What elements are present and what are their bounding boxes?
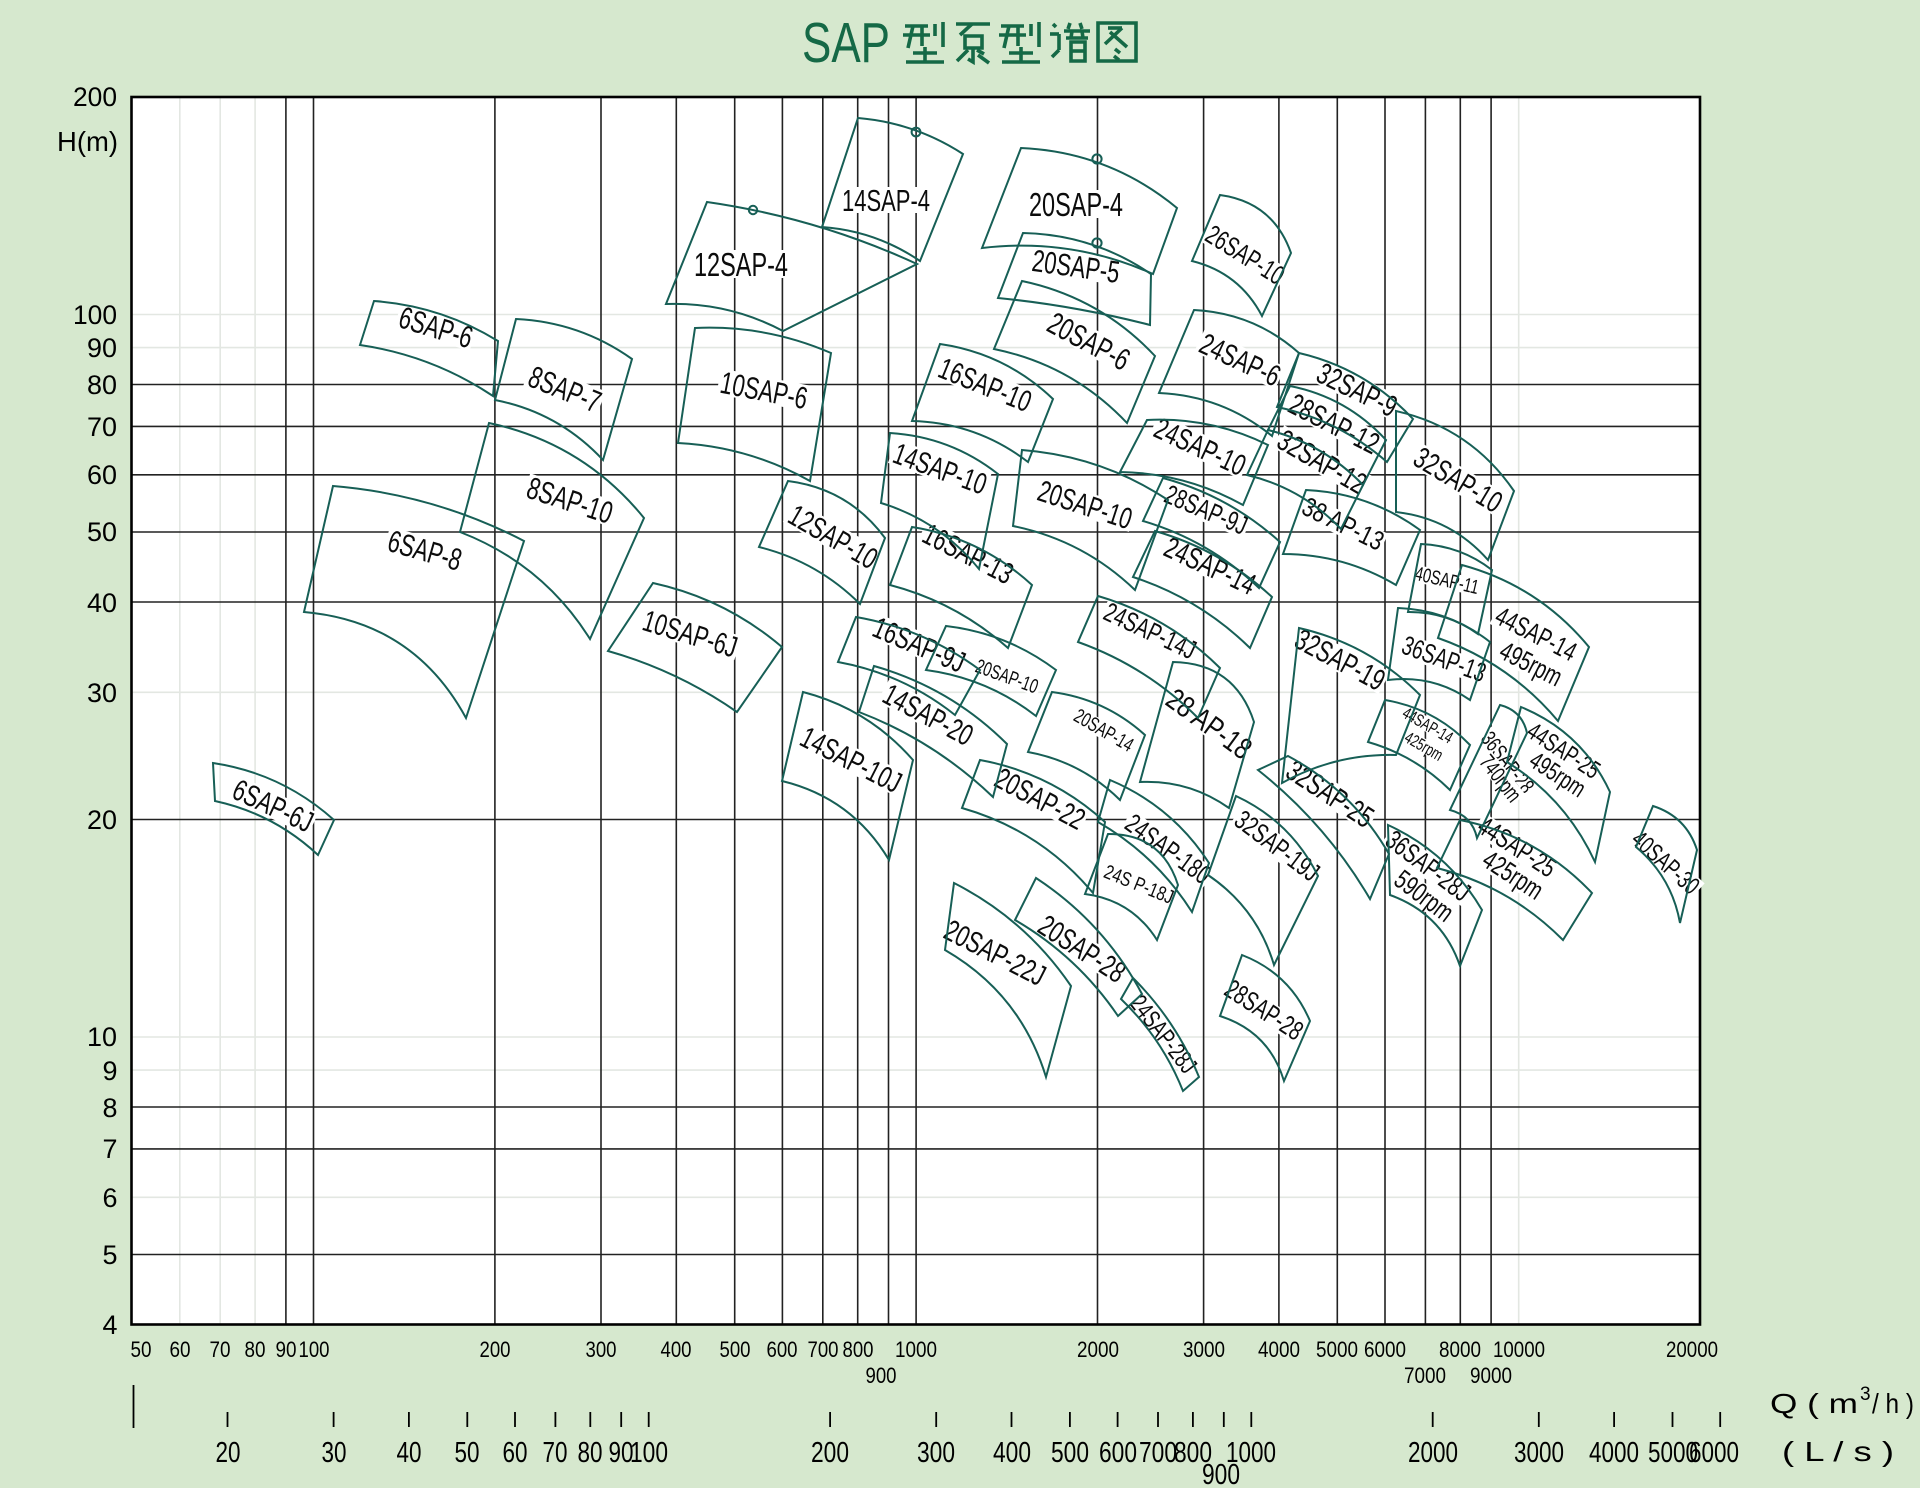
svg-text:30: 30: [87, 678, 117, 708]
svg-text:SAP: SAP: [802, 11, 890, 75]
svg-text:20: 20: [216, 1437, 241, 1469]
svg-text:30: 30: [322, 1437, 347, 1469]
svg-text:40: 40: [397, 1437, 422, 1469]
svg-text:7: 7: [103, 1134, 118, 1164]
svg-text:700: 700: [808, 1337, 839, 1362]
svg-text:800: 800: [843, 1337, 874, 1362]
svg-text:80: 80: [245, 1337, 266, 1362]
svg-text:50: 50: [87, 517, 117, 547]
svg-text:90: 90: [609, 1437, 634, 1469]
svg-text:60: 60: [87, 460, 117, 490]
svg-text:60: 60: [503, 1437, 528, 1469]
svg-text:20: 20: [87, 805, 117, 835]
svg-text:14SAP-4: 14SAP-4: [842, 183, 930, 218]
svg-text:20000: 20000: [1666, 1337, 1718, 1362]
svg-text:900: 900: [1202, 1459, 1240, 1488]
svg-text:1000: 1000: [895, 1337, 937, 1362]
svg-text:4000: 4000: [1258, 1337, 1300, 1362]
svg-text:70: 70: [210, 1337, 231, 1362]
svg-text:300: 300: [917, 1437, 955, 1469]
svg-text:2000: 2000: [1408, 1437, 1458, 1469]
svg-text:Q ( m: Q ( m: [1770, 1388, 1858, 1419]
svg-text:3000: 3000: [1183, 1337, 1225, 1362]
svg-text:( L / s ): ( L / s ): [1782, 1436, 1894, 1467]
svg-text:3: 3: [1860, 1384, 1871, 1405]
svg-text:600: 600: [1099, 1437, 1137, 1469]
svg-text:9000: 9000: [1470, 1363, 1512, 1388]
svg-text:200: 200: [811, 1437, 849, 1469]
svg-text:70: 70: [87, 412, 117, 442]
svg-text:5: 5: [103, 1240, 118, 1270]
svg-text:400: 400: [661, 1337, 692, 1362]
svg-text:4: 4: [103, 1310, 118, 1340]
svg-text:100: 100: [73, 300, 117, 330]
svg-text:6000: 6000: [1689, 1437, 1739, 1469]
svg-text:700: 700: [1139, 1437, 1177, 1469]
svg-text:7000: 7000: [1404, 1363, 1446, 1388]
svg-text:50: 50: [131, 1337, 152, 1362]
svg-text:2000: 2000: [1077, 1337, 1119, 1362]
svg-text:80: 80: [87, 370, 117, 400]
svg-text:1000: 1000: [1226, 1437, 1276, 1469]
svg-text:10: 10: [87, 1022, 117, 1052]
svg-text:90: 90: [276, 1337, 297, 1362]
svg-text:6: 6: [103, 1183, 118, 1213]
svg-text:70: 70: [543, 1437, 568, 1469]
svg-text:5000: 5000: [1316, 1337, 1358, 1362]
svg-text:40: 40: [87, 588, 117, 618]
svg-text:50: 50: [455, 1437, 480, 1469]
svg-text:4000: 4000: [1589, 1437, 1639, 1469]
svg-text:90: 90: [87, 333, 117, 363]
svg-text:10000: 10000: [1493, 1337, 1545, 1362]
svg-text:600: 600: [767, 1337, 798, 1362]
svg-text:100: 100: [299, 1337, 330, 1362]
svg-text:12SAP-4: 12SAP-4: [694, 246, 788, 283]
svg-text:8000: 8000: [1439, 1337, 1481, 1362]
svg-text:/ h ): / h ): [1872, 1388, 1914, 1419]
svg-text:500: 500: [1051, 1437, 1089, 1469]
svg-text:60: 60: [170, 1337, 191, 1362]
svg-text:8: 8: [103, 1093, 118, 1123]
svg-text:900: 900: [866, 1363, 897, 1388]
svg-text:300: 300: [586, 1337, 617, 1362]
svg-text:500: 500: [720, 1337, 751, 1362]
svg-text:800: 800: [1174, 1437, 1212, 1469]
svg-text:6000: 6000: [1364, 1337, 1406, 1362]
svg-text:5000: 5000: [1648, 1437, 1698, 1469]
svg-text:9: 9: [103, 1056, 118, 1086]
svg-text:100: 100: [630, 1437, 668, 1469]
svg-text:400: 400: [993, 1437, 1031, 1469]
svg-text:20SAP-4: 20SAP-4: [1029, 186, 1123, 223]
svg-text:H(m): H(m): [57, 126, 118, 157]
svg-text:200: 200: [480, 1337, 511, 1362]
svg-text:80: 80: [578, 1437, 603, 1469]
svg-text:3000: 3000: [1514, 1437, 1564, 1469]
svg-text:200: 200: [73, 82, 117, 112]
